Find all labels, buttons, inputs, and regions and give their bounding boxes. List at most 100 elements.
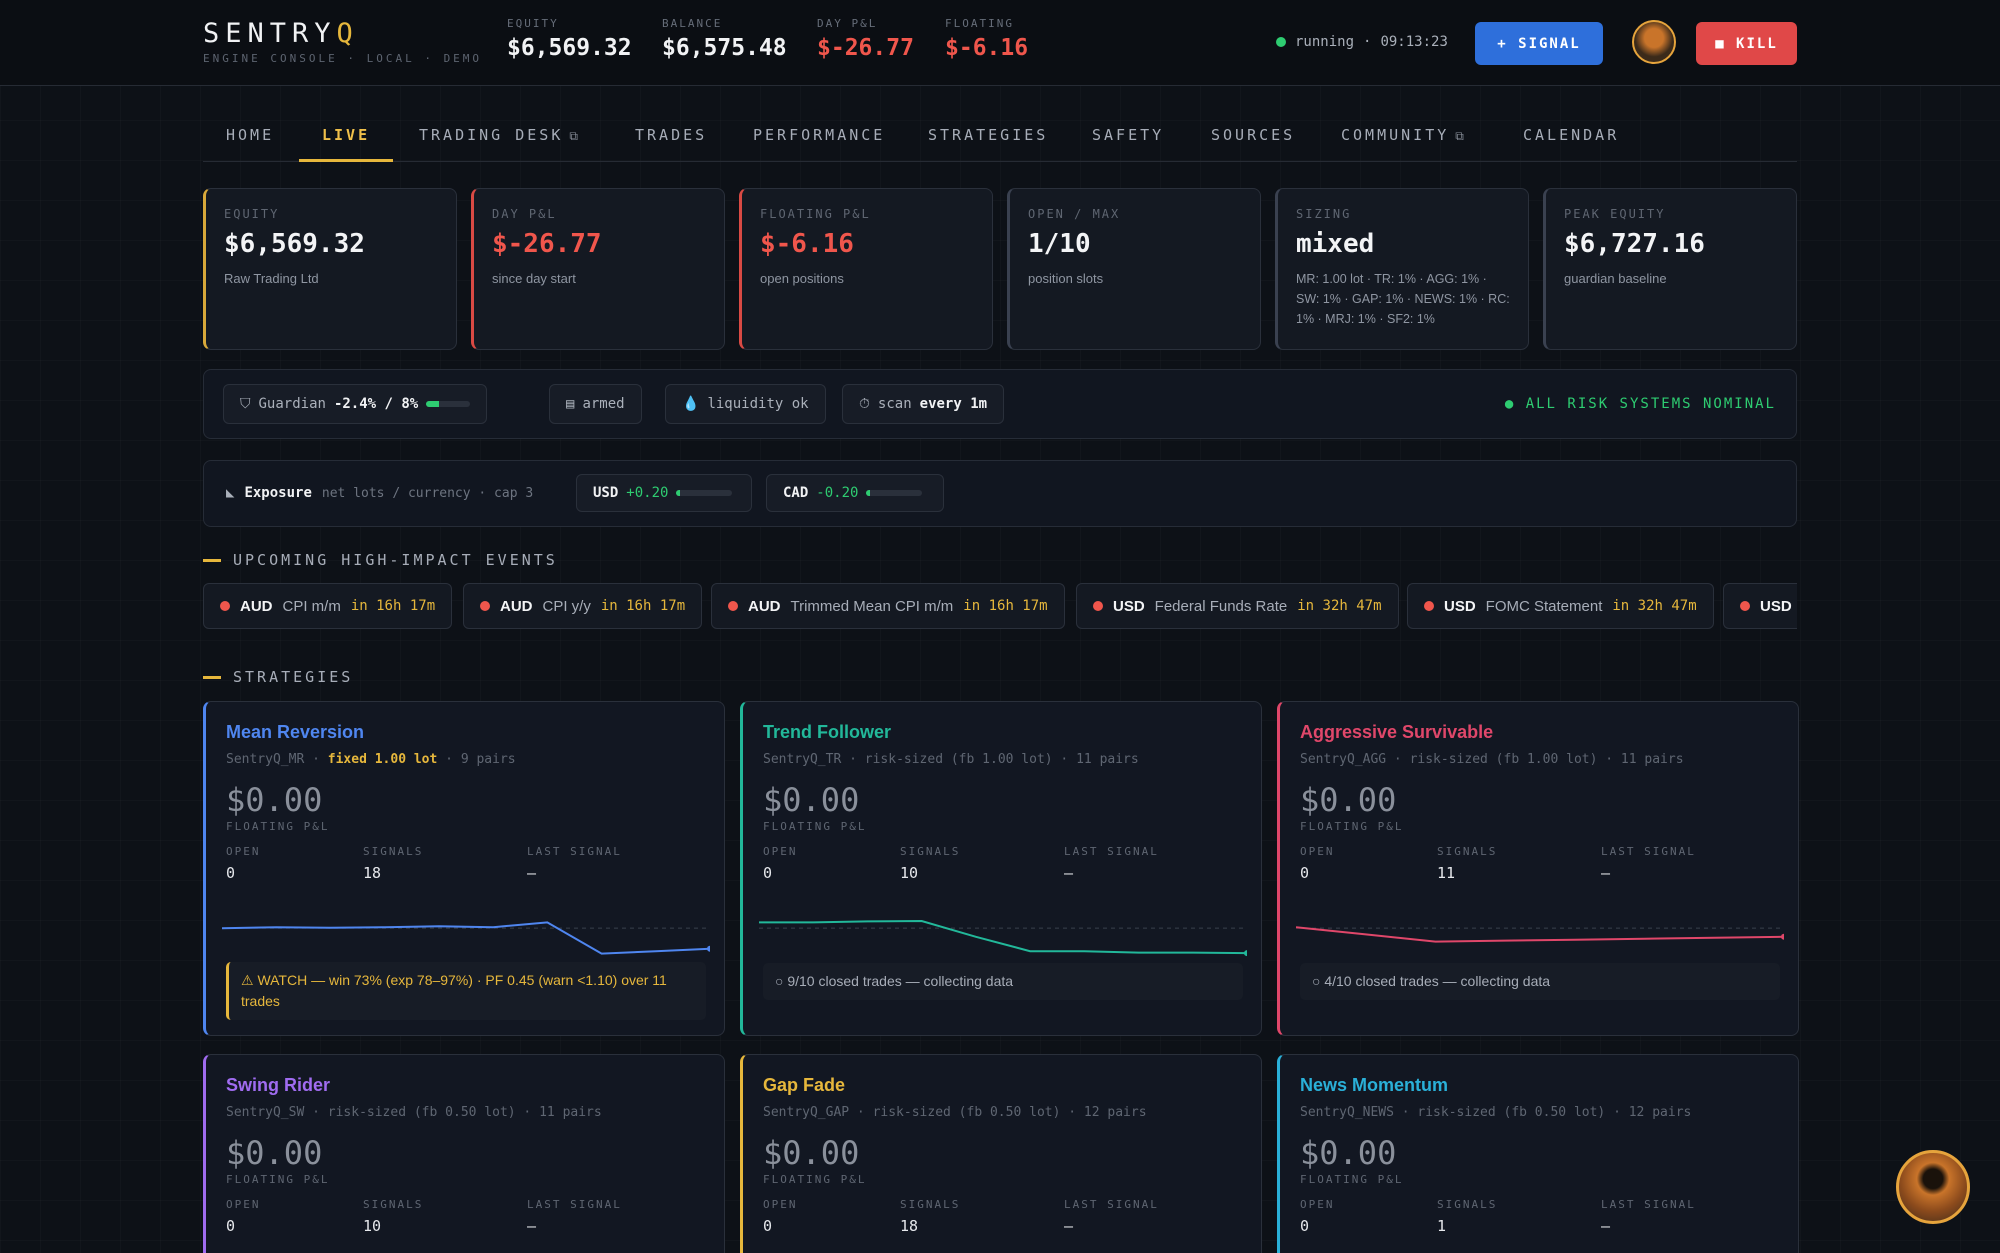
strategy-pnl-label: FLOATING P&L (226, 1173, 330, 1186)
strategy-meta: SentryQ_SW · risk-sized (fb 0.50 lot) · … (226, 1105, 602, 1120)
strategy-pnl: $0.00 (1300, 781, 1397, 819)
strategy-last-signal: — (527, 864, 537, 882)
tab-community[interactable]: COMMUNITY ⧉ (1341, 126, 1467, 144)
tab-safety[interactable]: SAFETY (1092, 126, 1165, 144)
exposure-header: ◣ Exposure net lots / currency · cap 3 (226, 485, 534, 501)
strategy-card[interactable]: Trend Follower SentryQ_TR · risk-sized (f… (740, 701, 1262, 1036)
strategy-open: 0 (226, 864, 236, 882)
strategy-title: News Momentum (1300, 1075, 1449, 1095)
tab-performance[interactable]: PERFORMANCE (753, 126, 886, 144)
strategy-meta: SentryQ_NEWS · risk-sized (fb 0.50 lot) … (1300, 1105, 1692, 1120)
strategy-title: Aggressive Survivable (1300, 722, 1494, 742)
strategy-sparkline (759, 919, 1247, 957)
impact-dot-icon (1740, 601, 1750, 611)
impact-dot-icon (1424, 601, 1434, 611)
main-nav: HOME LIVE TRADING DESK ⧉ TRADES PERFORMAN… (203, 114, 1797, 162)
add-signal-button[interactable]: + SIGNAL (1475, 22, 1603, 65)
strategy-pnl-label: FLOATING P&L (1300, 1173, 1404, 1186)
strategy-card[interactable]: News Momentum SentryQ_NEWS · risk-sized (… (1277, 1054, 1799, 1253)
metric-card-equity: EQUITY $6,569.32 Raw Trading Ltd (203, 188, 457, 350)
strategy-pnl: $0.00 (763, 781, 860, 819)
tab-trading-desk[interactable]: TRADING DESK ⧉ (419, 126, 581, 144)
metric-card-sizing: SIZING mixed MR: 1.00 lot · TR: 1% · AGG: … (1275, 188, 1529, 350)
exposure-usd: USD +0.20 (576, 474, 752, 512)
exposure-cad: CAD -0.20 (766, 474, 944, 512)
strategy-title: Swing Rider (226, 1075, 331, 1095)
strategy-card[interactable]: Mean Reversion SentryQ_MR · fixed 1.00 lo… (203, 701, 725, 1036)
strategy-pnl: $0.00 (226, 781, 323, 819)
impact-dot-icon (480, 601, 490, 611)
tab-calendar[interactable]: CALENDAR (1523, 126, 1620, 144)
event-item[interactable]: USD Federal Funds Rate in 32h 47m (1076, 583, 1399, 629)
external-link-icon: ⧉ (1455, 129, 1467, 143)
event-item[interactable]: USD (1723, 583, 1797, 629)
strategy-open: 0 (763, 1217, 773, 1235)
strategy-pnl: $0.00 (763, 1134, 860, 1172)
strategy-signals: 11 (1437, 864, 1456, 882)
avatar[interactable] (1632, 20, 1676, 64)
strategy-card[interactable]: Gap Fade SentryQ_GAP · risk-sized (fb 0.5… (740, 1054, 1262, 1253)
strategy-card[interactable]: Swing Rider SentryQ_SW · risk-sized (fb 0… (203, 1054, 725, 1253)
tab-home[interactable]: HOME (226, 126, 275, 144)
strategy-last-signal: — (1064, 864, 1074, 882)
events-section-title: UPCOMING HIGH-IMPACT EVENTS (203, 551, 558, 569)
brand: SENTRYQ ENGINE CONSOLE · LOCAL · DEMO (203, 18, 482, 65)
exposure-panel: ◣ Exposure net lots / currency · cap 3 U… (203, 460, 1797, 527)
engine-status: running · 09:13:23 (1276, 34, 1448, 50)
strategy-stats: OPEN 0 SIGNALS 18 LAST SIGNAL — (226, 845, 622, 882)
risk-status-text: ● ALL RISK SYSTEMS NOMINAL (1504, 396, 1776, 412)
strategy-meta: SentryQ_AGG · risk-sized (fb 1.00 lot) ·… (1300, 752, 1684, 767)
strategy-signals: 18 (363, 864, 382, 882)
assistant-avatar-button[interactable] (1896, 1150, 1970, 1224)
top-bar: SENTRYQ ENGINE CONSOLE · LOCAL · DEMO EQ… (0, 0, 2000, 86)
strategy-signals: 10 (363, 1217, 382, 1235)
scan-chip: ⏱ scan every 1m (842, 384, 1005, 424)
strategy-title: Gap Fade (763, 1075, 846, 1095)
header-equity: EQUITY $6,569.32 (507, 17, 632, 61)
strategy-note: ⚠ WATCH — win 73% (exp 78–97%) · PF 0.45… (226, 962, 706, 1020)
event-item[interactable]: AUD Trimmed Mean CPI m/m in 16h 17m (711, 583, 1065, 629)
metric-card-floating-pnl: FLOATING P&L $-6.16 open positions (739, 188, 993, 350)
strategy-pnl: $0.00 (226, 1134, 323, 1172)
event-item[interactable]: USD FOMC Statement in 32h 47m (1407, 583, 1714, 629)
strategies-section-title: STRATEGIES (203, 668, 353, 686)
tab-trades[interactable]: TRADES (635, 126, 708, 144)
strategy-open: 0 (1300, 864, 1310, 882)
strategy-signals: 18 (900, 1217, 919, 1235)
strategy-card[interactable]: Aggressive Survivable SentryQ_AGG · risk-… (1277, 701, 1799, 1036)
strategy-last-signal: — (1601, 864, 1611, 882)
strategy-meta: SentryQ_GAP · risk-sized (fb 0.50 lot) ·… (763, 1105, 1147, 1120)
risk-panel: ⛉ Guardian -2.4% / 8% ▤ armed 💧 liquidity … (203, 369, 1797, 439)
droplet-icon: 💧 (682, 396, 700, 412)
strategy-stats: OPEN 0 SIGNALS 10 LAST SIGNAL — (763, 845, 1159, 882)
strategy-last-signal: — (527, 1217, 537, 1235)
header-floating: FLOATING $-6.16 (945, 17, 1029, 61)
impact-dot-icon (728, 601, 738, 611)
strategy-title: Mean Reversion (226, 722, 365, 742)
impact-dot-icon (1093, 601, 1103, 611)
strategy-signals: 1 (1437, 1217, 1447, 1235)
event-item[interactable]: AUD CPI m/m in 16h 17m (203, 583, 453, 629)
tab-live[interactable]: LIVE (322, 126, 371, 144)
strategy-signals: 10 (900, 864, 919, 882)
strategy-sparkline (222, 921, 710, 955)
strategy-open: 0 (1300, 1217, 1310, 1235)
tab-strategies[interactable]: STRATEGIES (928, 126, 1049, 144)
tab-sources[interactable]: SOURCES (1211, 126, 1296, 144)
strategy-sparkline (1296, 926, 1784, 943)
status-dot-icon (1276, 37, 1286, 47)
metric-card-day-pnl: DAY P&L $-26.77 since day start (471, 188, 725, 350)
event-item[interactable]: AUD CPI y/y in 16h 17m (463, 583, 703, 629)
timer-icon: ⏱ (859, 396, 870, 412)
strategy-open: 0 (763, 864, 773, 882)
active-tab-indicator (299, 159, 393, 162)
strategy-meta: SentryQ_TR · risk-sized (fb 1.00 lot) · … (763, 752, 1139, 767)
strategy-stats: OPEN 0 SIGNALS 18 LAST SIGNAL — (763, 1198, 1159, 1235)
kill-button[interactable]: ■ KILL (1696, 22, 1797, 65)
strategy-pnl-label: FLOATING P&L (226, 820, 330, 833)
strategy-meta: SentryQ_MR · fixed 1.00 lot · 9 pairs (226, 752, 516, 767)
strategy-pnl-label: FLOATING P&L (763, 1173, 867, 1186)
strategy-pnl-label: FLOATING P&L (1300, 820, 1404, 833)
guardian-chip: ⛉ Guardian -2.4% / 8% (223, 384, 488, 424)
events-strip: AUD CPI m/m in 16h 17m AUD CPI y/y in 16h 17… (203, 583, 1797, 629)
